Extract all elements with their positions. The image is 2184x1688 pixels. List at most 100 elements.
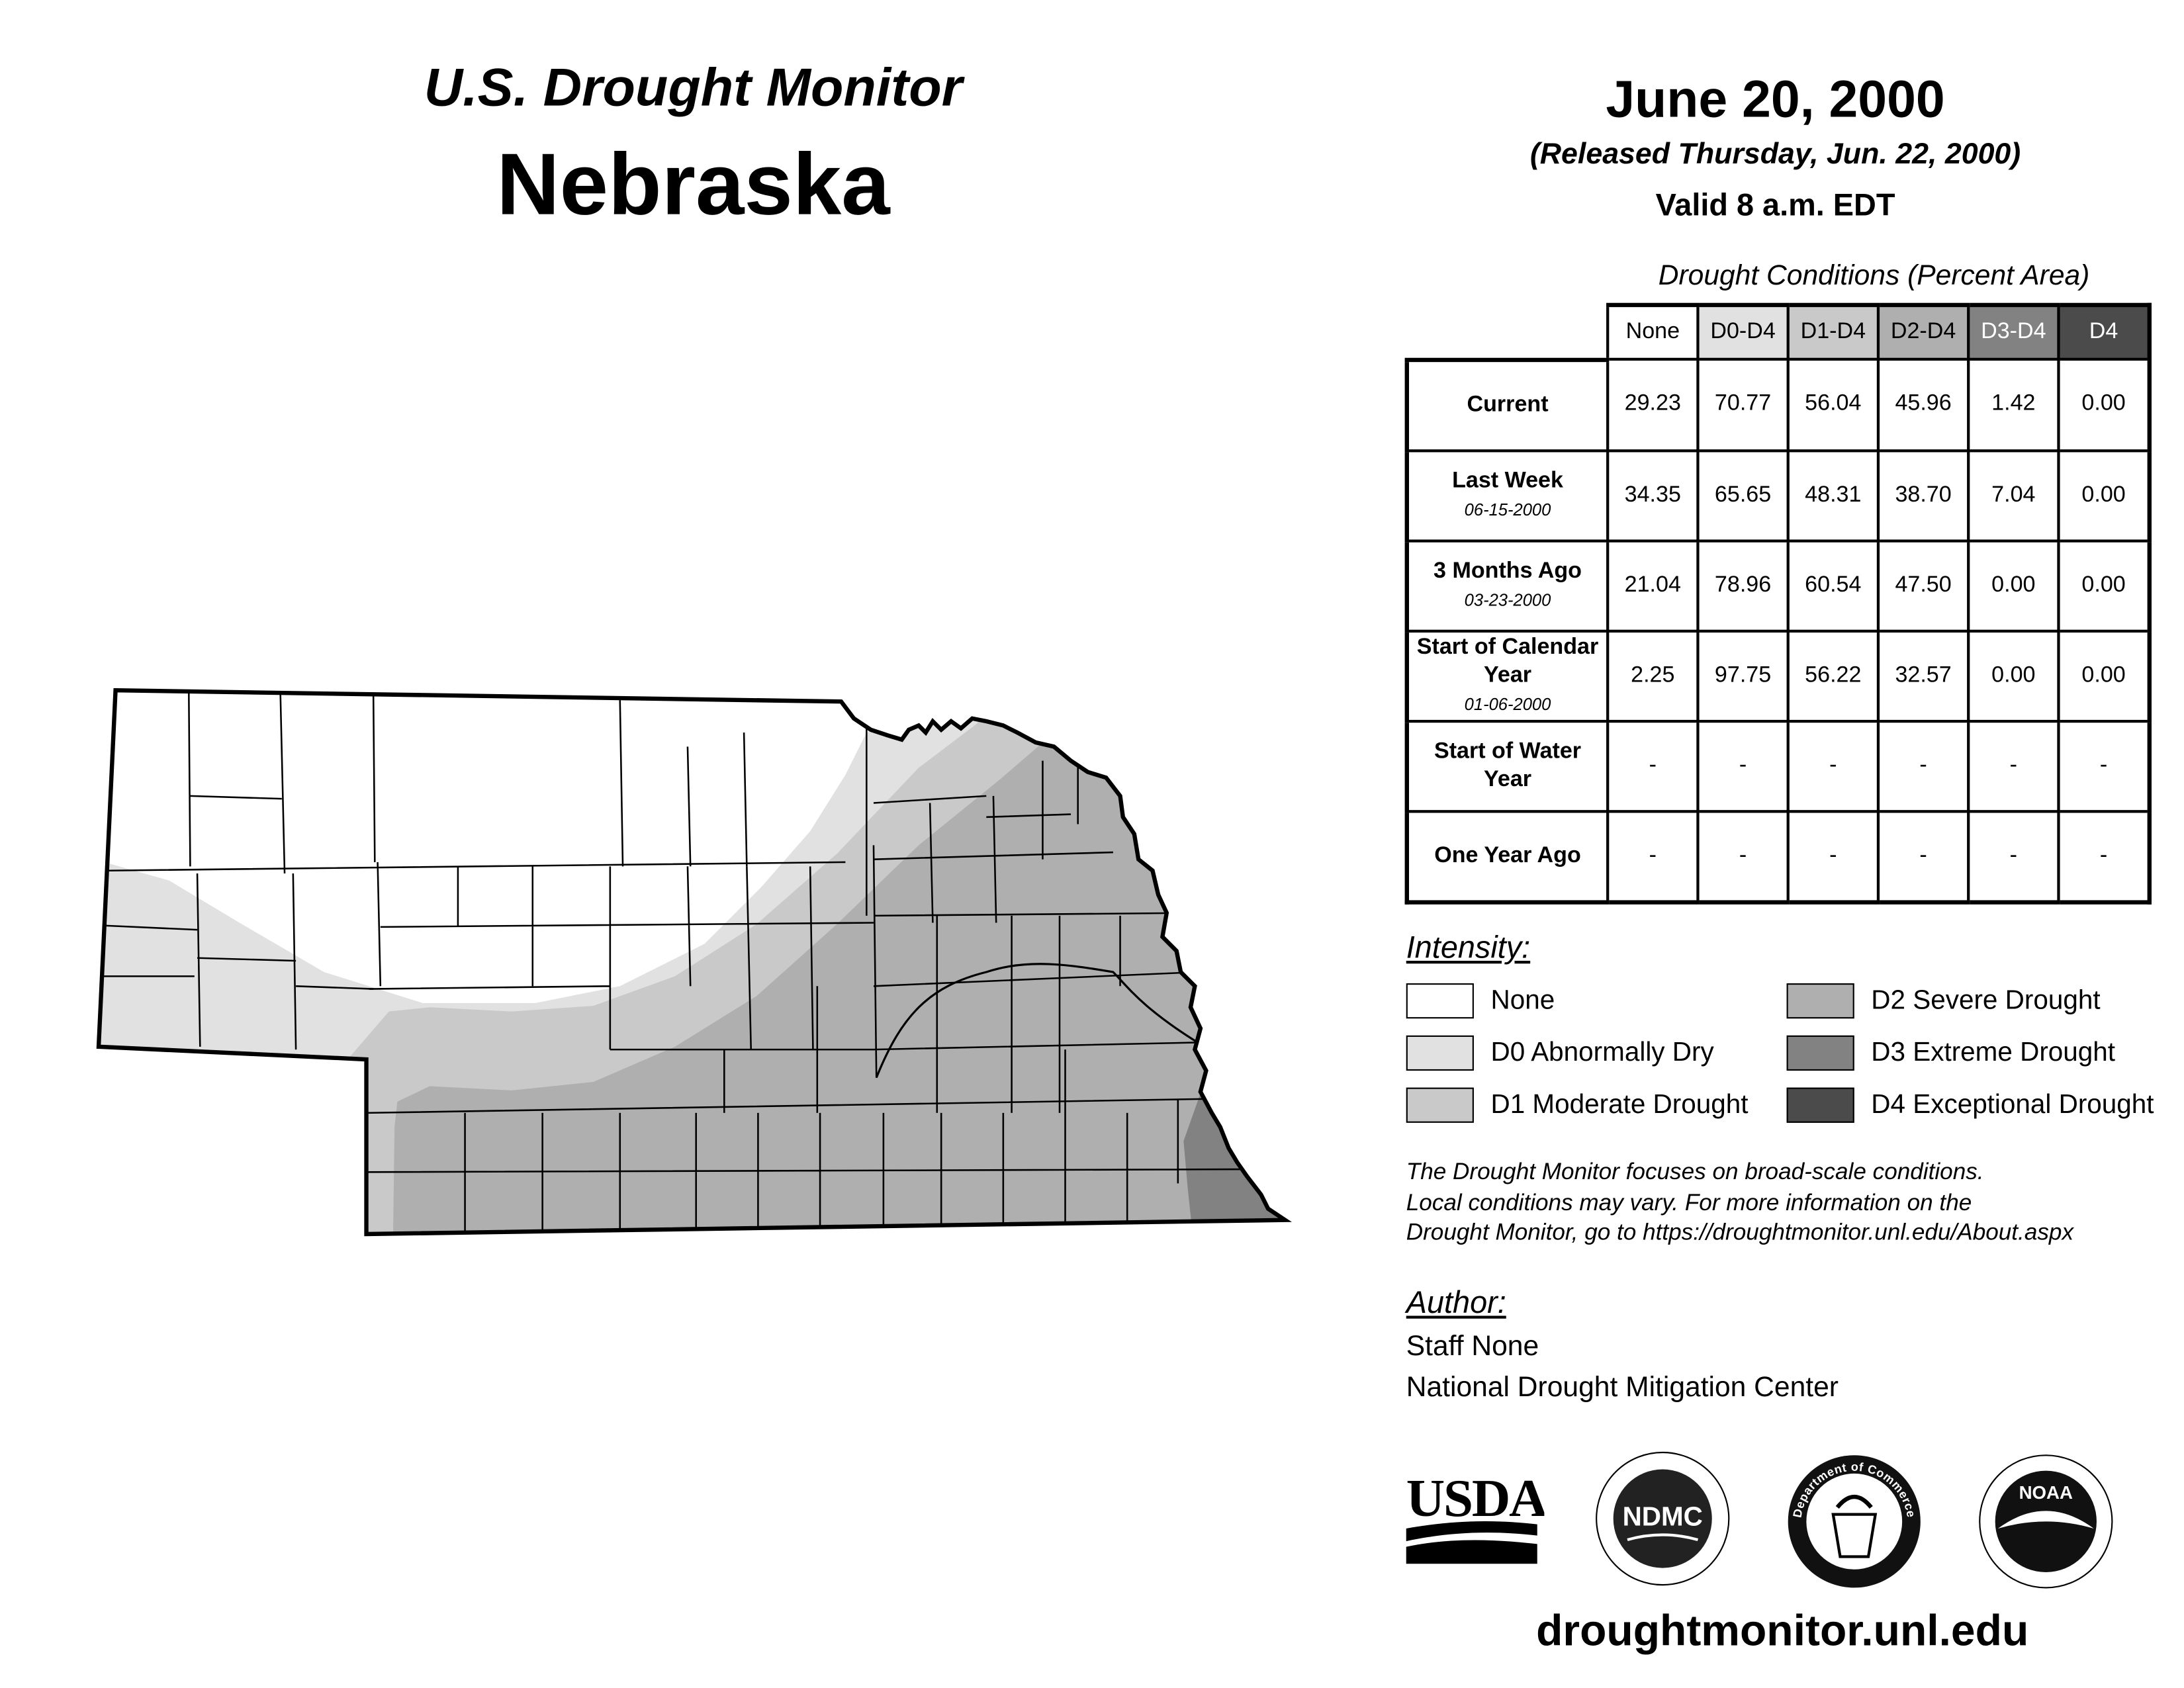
legend-label: D1 Moderate Drought bbox=[1490, 1089, 1749, 1120]
col-d4: D4 bbox=[2057, 302, 2152, 361]
row-label-text: One Year Ago bbox=[1434, 843, 1581, 867]
disclaimer-notes: The Drought Monitor focuses on broad-sca… bbox=[1406, 1158, 2073, 1249]
noaa-logo: NOAA bbox=[1979, 1454, 2113, 1589]
none-area bbox=[99, 690, 987, 1003]
table-cell: - bbox=[1696, 719, 1790, 813]
legend-item-d3: D3 Extreme Drought bbox=[1786, 1035, 2116, 1071]
svg-text:NDMC: NDMC bbox=[1623, 1501, 1703, 1532]
legend-label: D0 Abnormally Dry bbox=[1490, 1038, 1714, 1067]
legend-item-d4: D4 Exceptional Drought bbox=[1786, 1087, 2154, 1123]
table-cell: - bbox=[1606, 719, 1700, 813]
county-lines bbox=[101, 691, 1240, 1235]
row-label-text: Start of Water Year bbox=[1433, 738, 1582, 791]
row-label-text: 3 Months Ago bbox=[1433, 558, 1582, 583]
table-cell: 65.65 bbox=[1696, 449, 1790, 542]
table-cell: 0.00 bbox=[2057, 539, 2152, 632]
release-date: (Released Thursday, Jun. 22, 2000) bbox=[1529, 138, 2021, 171]
website-link[interactable]: droughtmonitor.unl.edu bbox=[1536, 1606, 2029, 1656]
author-name: Staff None bbox=[1406, 1331, 1539, 1362]
drought-conditions-table: None D0-D4 D1-D4 D2-D4 D3-D4 D4 Current 2… bbox=[1404, 302, 2152, 904]
table-cell: 70.77 bbox=[1696, 357, 1790, 452]
legend-swatch bbox=[1406, 1035, 1474, 1071]
legend-swatch bbox=[1406, 1087, 1474, 1123]
table-row: 3 Months Ago 03-23-2000 21.04 78.96 60.54 47.… bbox=[1404, 539, 2152, 632]
legend-item-d2: D2 Severe Drought bbox=[1786, 983, 2101, 1019]
col-d2-d4: D2-D4 bbox=[1876, 302, 1970, 361]
table-cell: - bbox=[1696, 809, 1790, 904]
row-date: 06-15-2000 bbox=[1464, 499, 1551, 519]
table-cell: 56.04 bbox=[1786, 357, 1880, 452]
row-label: Start of Water Year bbox=[1404, 719, 1610, 813]
table-cell: 32.57 bbox=[1876, 629, 1970, 723]
table-cell: - bbox=[1786, 809, 1880, 904]
map-date: June 20, 2000 bbox=[1606, 70, 1945, 128]
valid-time: Valid 8 a.m. EDT bbox=[1655, 187, 1895, 223]
table-cell: 0.00 bbox=[2057, 449, 2152, 542]
table-header-row: None D0-D4 D1-D4 D2-D4 D3-D4 D4 bbox=[1406, 302, 2152, 362]
legend-item-d1: D1 Moderate Drought bbox=[1406, 1087, 1749, 1123]
row-label-text: Current bbox=[1467, 392, 1549, 417]
table-cell: 0.00 bbox=[1967, 539, 2060, 632]
table-cell: 0.00 bbox=[2057, 357, 2152, 452]
table-cell: 38.70 bbox=[1876, 449, 1970, 542]
table-cell: - bbox=[1876, 719, 1970, 813]
row-label: Last Week 06-15-2000 bbox=[1404, 449, 1610, 542]
svg-text:USDA: USDA bbox=[1406, 1469, 1545, 1528]
author-title: Author: bbox=[1406, 1284, 1506, 1320]
legend-swatch bbox=[1786, 1087, 1854, 1123]
table-row: Start of Water Year - - - - - - bbox=[1404, 719, 2152, 813]
table-cell: 45.96 bbox=[1876, 357, 1970, 452]
table-cell: 21.04 bbox=[1606, 539, 1700, 632]
usda-logo: USDA bbox=[1406, 1469, 1545, 1564]
legend-label: D2 Severe Drought bbox=[1871, 985, 2101, 1015]
table-cell: 97.75 bbox=[1696, 629, 1790, 723]
row-label: 3 Months Ago 03-23-2000 bbox=[1404, 539, 1610, 632]
note-line: Local conditions may vary. For more info… bbox=[1406, 1189, 1972, 1216]
table-cell: - bbox=[2057, 719, 2152, 813]
table-cell: - bbox=[1967, 719, 2060, 813]
d2-area bbox=[392, 690, 1285, 1235]
col-d1-d4: D1-D4 bbox=[1786, 302, 1880, 361]
note-line: The Drought Monitor focuses on broad-sca… bbox=[1406, 1159, 1984, 1185]
table-row: Last Week 06-15-2000 34.35 65.65 48.31 38.70 7… bbox=[1404, 449, 2152, 542]
row-date: 01-06-2000 bbox=[1464, 693, 1551, 714]
table-cell: 34.35 bbox=[1606, 449, 1700, 542]
table-cell: - bbox=[1967, 809, 2060, 904]
table-cell: - bbox=[1786, 719, 1880, 813]
table-cell: 0.00 bbox=[2057, 629, 2152, 723]
state-name: Nebraska bbox=[496, 136, 890, 234]
col-none: None bbox=[1606, 302, 1700, 361]
legend-item-none: None bbox=[1406, 983, 1555, 1019]
note-line: Drought Monitor, go to https://droughtmo… bbox=[1406, 1220, 2074, 1246]
table-cell: - bbox=[1876, 809, 1970, 904]
commerce-logo: Department of Commerce bbox=[1788, 1455, 1921, 1588]
table-cell: 1.42 bbox=[1967, 357, 2060, 452]
table-cell: 7.04 bbox=[1967, 449, 2060, 542]
legend-title: Intensity: bbox=[1406, 930, 1531, 965]
table-row: Current 29.23 70.77 56.04 45.96 1.42 0.00 bbox=[1404, 357, 2152, 452]
author-org: National Drought Mitigation Center bbox=[1406, 1372, 1839, 1403]
table-cell: 78.96 bbox=[1696, 539, 1790, 632]
table-cell: 48.31 bbox=[1786, 449, 1880, 542]
svg-text:NOAA: NOAA bbox=[2019, 1482, 2073, 1503]
table-cell: 0.00 bbox=[1967, 629, 2060, 723]
row-label-text: Start of Calendar Year bbox=[1416, 635, 1599, 687]
table-cell: 60.54 bbox=[1786, 539, 1880, 632]
row-label: Current bbox=[1404, 357, 1610, 452]
legend-item-d0: D0 Abnormally Dry bbox=[1406, 1035, 1714, 1071]
ndmc-logo: NDMC bbox=[1596, 1451, 1730, 1586]
table-cell: 56.22 bbox=[1786, 629, 1880, 723]
row-label-text: Last Week bbox=[1452, 468, 1563, 493]
table-cell: 29.23 bbox=[1606, 357, 1700, 452]
table-cell: - bbox=[1606, 809, 1700, 904]
col-d0-d4: D0-D4 bbox=[1696, 302, 1790, 361]
table-title: Drought Conditions (Percent Area) bbox=[1658, 260, 2090, 292]
table-row: One Year Ago - - - - - - bbox=[1404, 809, 2152, 904]
row-label: Start of Calendar Year 01-06-2000 bbox=[1404, 629, 1610, 723]
legend-label: None bbox=[1490, 985, 1555, 1015]
legend-label: D3 Extreme Drought bbox=[1871, 1038, 2116, 1067]
table-cell: - bbox=[2057, 809, 2152, 904]
col-d3-d4: D3-D4 bbox=[1967, 302, 2060, 361]
row-label: One Year Ago bbox=[1404, 809, 1610, 904]
